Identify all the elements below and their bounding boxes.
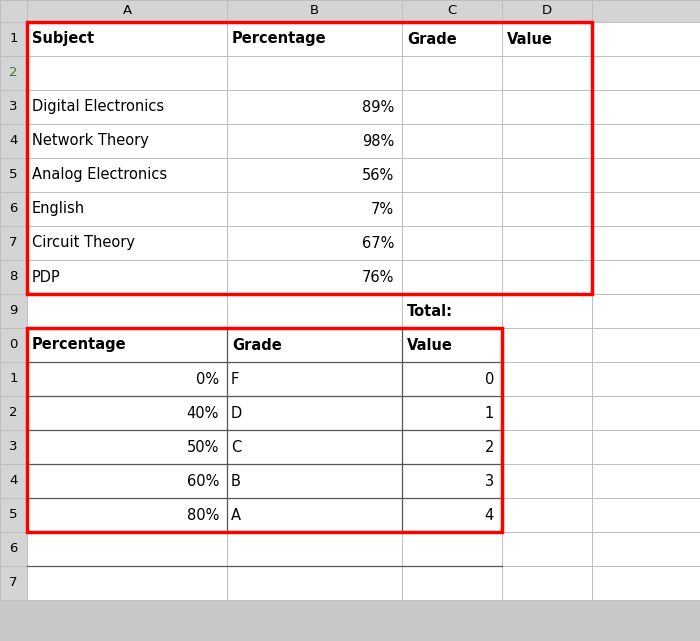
Bar (0, 0, 700, 22)
Text: C: C (447, 4, 456, 17)
Text: 0: 0 (484, 372, 494, 387)
Text: 76%: 76% (362, 269, 394, 285)
Text: Total:: Total: (407, 303, 453, 319)
Text: 2: 2 (9, 67, 18, 79)
Text: Grade: Grade (232, 338, 281, 353)
Text: 4: 4 (9, 474, 18, 488)
Text: B: B (231, 474, 241, 488)
Text: 4: 4 (484, 508, 494, 522)
Text: 89%: 89% (362, 99, 394, 115)
Text: 4: 4 (9, 135, 18, 147)
Text: Digital Electronics: Digital Electronics (32, 99, 164, 115)
Text: Network Theory: Network Theory (32, 133, 149, 149)
Text: 5: 5 (9, 169, 18, 181)
Text: English: English (32, 201, 85, 217)
Text: 98%: 98% (362, 133, 394, 149)
Text: Value: Value (407, 338, 453, 353)
Text: 56%: 56% (362, 167, 394, 183)
Text: 8: 8 (9, 271, 18, 283)
Bar (0, 22, 27, 600)
Text: 1: 1 (484, 406, 494, 420)
Text: Grade: Grade (407, 31, 456, 47)
Text: 3: 3 (485, 474, 494, 488)
Text: A: A (122, 4, 132, 17)
Text: Value: Value (507, 31, 553, 47)
Text: Percentage: Percentage (32, 338, 127, 353)
Text: 3: 3 (9, 440, 18, 453)
Text: 3: 3 (9, 101, 18, 113)
Text: 40%: 40% (187, 406, 219, 420)
Text: Analog Electronics: Analog Electronics (32, 167, 167, 183)
Bar (27, 22, 592, 294)
Text: Circuit Theory: Circuit Theory (32, 235, 135, 251)
Text: 6: 6 (9, 542, 18, 556)
Text: 67%: 67% (362, 235, 394, 251)
Text: Subject: Subject (32, 31, 94, 47)
Text: 50%: 50% (187, 440, 219, 454)
Text: 60%: 60% (187, 474, 219, 488)
Text: 2: 2 (484, 440, 494, 454)
Text: B: B (310, 4, 319, 17)
Text: D: D (231, 406, 242, 420)
Text: 5: 5 (9, 508, 18, 522)
Text: 9: 9 (9, 304, 18, 317)
Text: 1: 1 (9, 33, 18, 46)
Text: 0%: 0% (196, 372, 219, 387)
Text: 7%: 7% (371, 201, 394, 217)
Text: 6: 6 (9, 203, 18, 215)
Text: Percentage: Percentage (232, 31, 327, 47)
Text: 1: 1 (9, 372, 18, 385)
Text: D: D (542, 4, 552, 17)
Text: A: A (231, 508, 241, 522)
Text: 2: 2 (9, 406, 18, 419)
Text: C: C (231, 440, 241, 454)
Text: 80%: 80% (187, 508, 219, 522)
Bar (27, 328, 502, 532)
Text: 7: 7 (9, 576, 18, 590)
Text: F: F (231, 372, 239, 387)
Text: 7: 7 (9, 237, 18, 249)
Text: 0: 0 (9, 338, 18, 351)
Text: PDP: PDP (32, 269, 61, 285)
